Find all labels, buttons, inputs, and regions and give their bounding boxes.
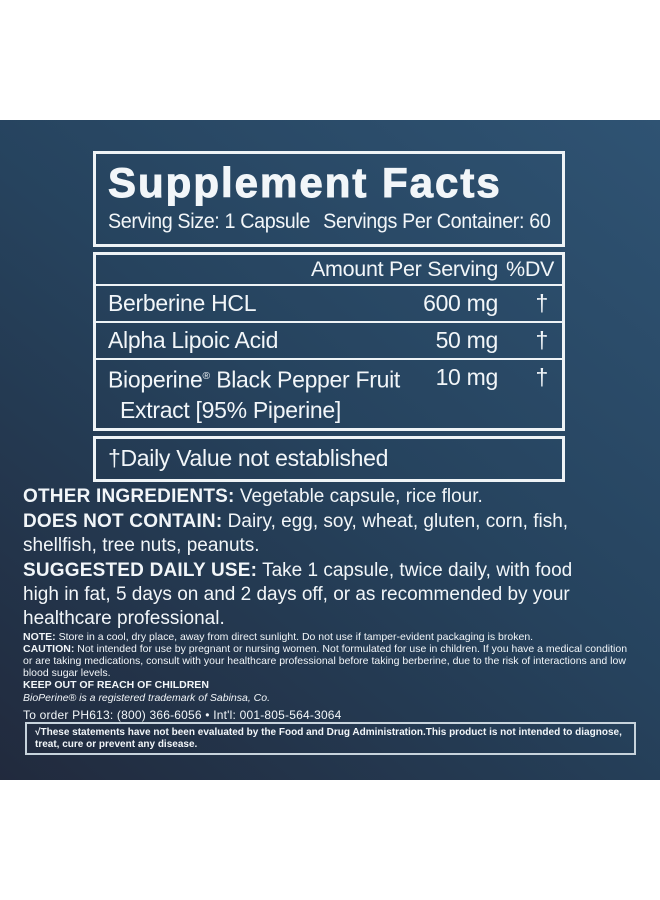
order-phone-line: To order PH613: (800) 366-6056 • Int'l: … (23, 708, 342, 722)
other-ingredients-text: Vegetable capsule, rice flour. (239, 486, 483, 507)
note-label: NOTE: (23, 631, 56, 643)
caution-text: Not intended for use by pregnant or nurs… (23, 643, 628, 679)
fine-print-section: NOTE: Store in a cool, dry place, away f… (23, 631, 639, 721)
ingredient-name: Alpha Lipoic Acid (108, 327, 279, 353)
ingredient-name: Berberine HCL (108, 290, 257, 316)
fda-disclaimer-box: √These statements have not been evaluate… (25, 722, 636, 755)
ingredient-dv: † (535, 327, 549, 353)
caution-label: CAUTION: (23, 643, 75, 655)
suggested-daily-use-text: Take 1 capsule, twice daily, with food h… (23, 560, 573, 629)
ingredients-and-use-section: OTHER INGREDIENTS: Vegetable capsule, ri… (23, 485, 639, 632)
amount-per-serving-header: Amount Per Serving (311, 257, 498, 281)
dv-header: %DV (506, 257, 555, 281)
ingredient-row-bioperine: Bioperine® Black Pepper Fruit Extract [95… (96, 360, 562, 428)
ingredient-name-rest: Black Pepper Fruit (210, 366, 400, 393)
label-background-panel: Supplement Facts Serving Size: 1 Capsule… (0, 120, 660, 780)
ingredient-brand: Bioperine (108, 366, 203, 393)
other-ingredients-label: OTHER INGREDIENTS: (23, 486, 235, 507)
facts-ingredients-box: Amount Per Serving %DV Berberine HCL 600… (93, 252, 565, 431)
ingredient-amount: 10 mg (435, 364, 499, 390)
caution-line: CAUTION: Not intended for use by pregnan… (23, 643, 639, 679)
does-not-contain-text: Dairy, egg, soy, wheat, gluten, corn, fi… (23, 511, 569, 556)
serving-size: Serving Size: 1 Capsule (108, 210, 311, 233)
facts-header-box: Supplement Facts Serving Size: 1 Capsule… (93, 151, 565, 247)
facts-title: Supplement Facts (108, 159, 502, 206)
servings-per-container: Servings Per Container: 60 (323, 210, 551, 233)
other-ingredients-line: OTHER INGREDIENTS: Vegetable capsule, ri… (23, 485, 639, 509)
keep-out-of-reach-line: KEEP OUT OF REACH OF CHILDREN (23, 679, 209, 691)
suggested-daily-use-label: SUGGESTED DAILY USE: (23, 560, 258, 581)
ingredient-name: Bioperine® Black Pepper Fruit Extract [95… (108, 362, 428, 425)
fda-disclaimer-text: √These statements have not been evaluate… (35, 727, 622, 750)
ingredient-dv: † (535, 290, 549, 316)
daily-value-footnote-box: †Daily Value not established (93, 435, 565, 482)
daily-value-footnote: †Daily Value not established (108, 444, 389, 471)
does-not-contain-label: DOES NOT CONTAIN: (23, 511, 223, 532)
note-line: NOTE: Store in a cool, dry place, away f… (23, 631, 639, 643)
suggested-daily-use-line: SUGGESTED DAILY USE: Take 1 capsule, twi… (23, 559, 581, 631)
note-text: Store in a cool, dry place, away from di… (58, 631, 534, 643)
facts-column-headers: Amount Per Serving %DV (96, 255, 562, 286)
does-not-contain-line: DOES NOT CONTAIN: Dairy, egg, soy, wheat… (23, 510, 639, 558)
bioperine-trademark-line: BioPerine® is a registered trademark of … (23, 692, 271, 704)
ingredient-amount: 600 mg (423, 290, 498, 316)
ingredient-row-berberine: Berberine HCL 600 mg † (96, 286, 562, 323)
ingredient-row-alpha-lipoic-acid: Alpha Lipoic Acid 50 mg † (96, 323, 562, 360)
supplement-facts-table: Supplement Facts Serving Size: 1 Capsule… (93, 151, 565, 487)
registered-trademark-symbol: ® (202, 371, 211, 382)
ingredient-name-line2: Extract [95% Piperine] (120, 396, 341, 423)
ingredient-dv: † (535, 364, 549, 390)
serving-info: Serving Size: 1 Capsule Servings Per Con… (108, 208, 551, 236)
ingredient-amount: 50 mg (435, 327, 499, 353)
